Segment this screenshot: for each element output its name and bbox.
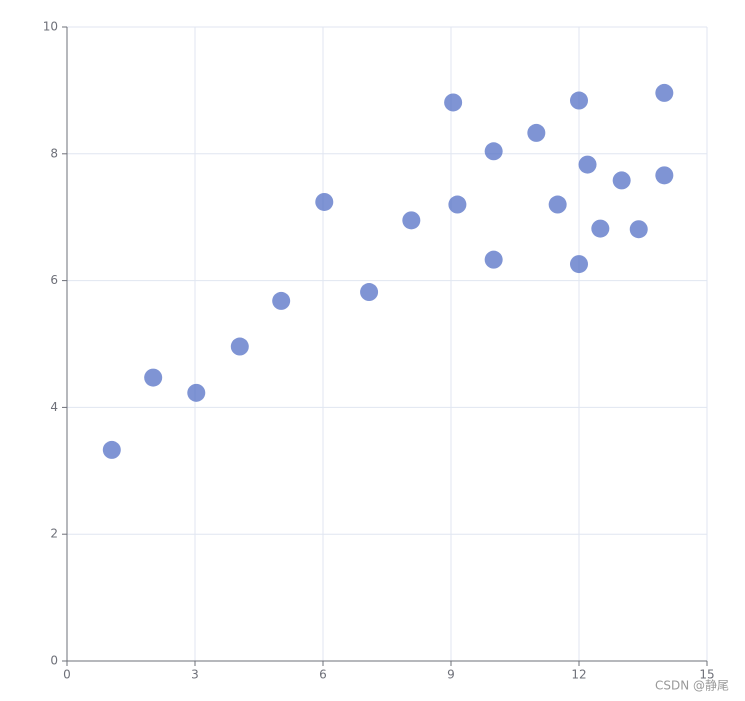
- point: [444, 93, 463, 112]
- point: [612, 171, 631, 190]
- point: [144, 368, 163, 387]
- y-tick-label: 10: [43, 20, 58, 34]
- point: [655, 166, 674, 185]
- point: [570, 91, 588, 110]
- point: [578, 155, 597, 174]
- point: [655, 83, 674, 102]
- x-tick-label: 15: [699, 668, 714, 682]
- y-tick-label: 4: [50, 400, 58, 414]
- y-tick-label: 6: [50, 273, 58, 287]
- watermark: CSDN @静尾: [655, 679, 729, 693]
- x-tick-label: 12: [571, 668, 586, 682]
- point: [102, 440, 121, 459]
- y-tick-label: 8: [50, 146, 58, 160]
- point: [591, 219, 610, 238]
- point: [448, 195, 467, 214]
- x-tick-label: 9: [447, 668, 455, 682]
- point: [187, 383, 206, 402]
- point: [360, 283, 379, 302]
- x-tick-label: 0: [63, 668, 71, 682]
- point: [570, 255, 588, 274]
- y-tick-label: 2: [50, 527, 58, 541]
- point: [230, 337, 249, 356]
- point: [548, 195, 567, 214]
- x-tick-label: 6: [319, 668, 327, 682]
- point: [484, 250, 503, 269]
- point: [402, 211, 421, 230]
- point: [629, 220, 648, 239]
- point: [484, 142, 503, 161]
- point: [272, 291, 291, 310]
- y-tick-label: 0: [50, 654, 58, 668]
- x-tick-label: 3: [191, 668, 199, 682]
- point: [315, 192, 334, 211]
- point: [527, 123, 546, 142]
